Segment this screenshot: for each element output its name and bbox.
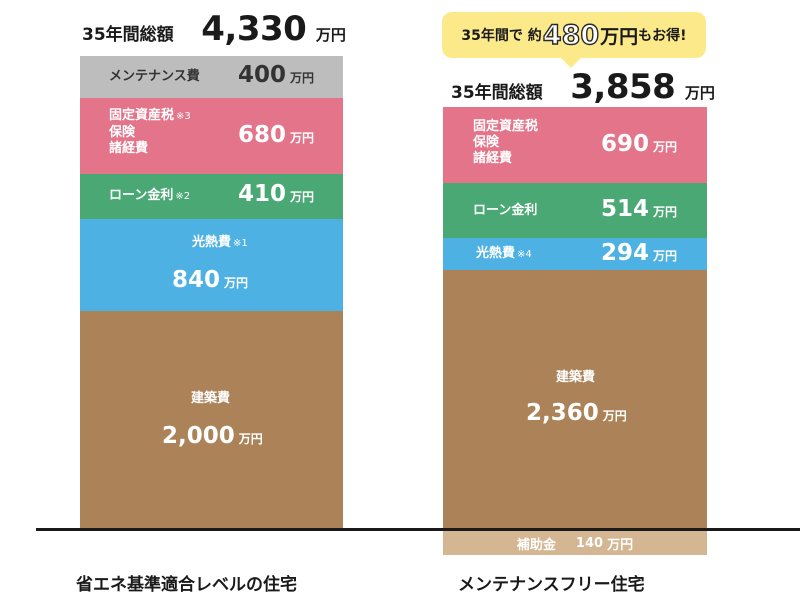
segment-label: 建築費 bbox=[556, 370, 596, 385]
category-label-left: 省エネ基準適合レベルの住宅 bbox=[76, 575, 297, 595]
segment-value: 400 万円 bbox=[238, 62, 315, 88]
segment-label: 固定資産税 ※3 保険 諸経費 bbox=[109, 108, 191, 156]
segment-label: 建築費 bbox=[191, 391, 231, 406]
total-value-right: 3,858 bbox=[570, 67, 676, 107]
bar-segment: ローン金利 514 万円 bbox=[443, 183, 707, 238]
total-label-left: 35年間総額 bbox=[82, 25, 174, 45]
total-unit-left: 万円 bbox=[315, 26, 346, 44]
bar-segment: 建築費 2,000 万円 bbox=[80, 311, 343, 528]
segment-label: メンテナンス費 bbox=[109, 69, 200, 84]
callout-unit: 万円 bbox=[600, 25, 639, 48]
total-right: 35年間総額 3,858 万円 bbox=[451, 67, 715, 107]
savings-callout: 35年間で 約 480 万円 もお得! bbox=[442, 12, 706, 68]
bar-segment: 光熱費 ※4 294 万円 bbox=[443, 238, 707, 270]
segment-value: 2,000 万円 bbox=[162, 423, 263, 449]
bar-segment: 固定資産税 ※3 保険 諸経費 680 万円 bbox=[80, 98, 343, 174]
bar-segment: メンテナンス費 400 万円 bbox=[80, 56, 343, 98]
segment-value: 690 万円 bbox=[601, 131, 678, 157]
segment-value: 410 万円 bbox=[238, 181, 315, 207]
total-unit-right: 万円 bbox=[684, 84, 715, 102]
category-label-right: メンテナンスフリー住宅 bbox=[458, 575, 645, 595]
subsidy-unit: 万円 bbox=[607, 537, 634, 553]
segment-label: 光熱費 ※1 bbox=[192, 235, 248, 250]
chart-baseline bbox=[36, 528, 800, 531]
subsidy-label: 補助金 bbox=[516, 537, 556, 553]
total-label-right: 35年間総額 bbox=[451, 83, 543, 103]
bar-segment: ローン金利 ※2 410 万円 bbox=[80, 174, 343, 219]
segment-value: 294 万円 bbox=[601, 240, 678, 266]
bar-segment: 建築費 2,360 万円 bbox=[443, 270, 707, 528]
segment-value: 514 万円 bbox=[601, 196, 678, 222]
segment-label: 固定資産税 保険 諸経費 bbox=[473, 119, 539, 166]
total-value-left: 4,330 bbox=[201, 9, 307, 49]
callout-prefix: 35年間で 約 bbox=[461, 28, 542, 44]
segment-label: ローン金利 bbox=[473, 203, 538, 218]
bar-segment: 光熱費 ※1 840 万円 bbox=[80, 219, 343, 311]
total-left: 35年間総額 4,330 万円 bbox=[82, 9, 346, 49]
subsidy-bar: 補助金 140 万円 bbox=[443, 531, 707, 555]
callout-suffix: もお得! bbox=[638, 28, 687, 44]
segment-value: 2,360 万円 bbox=[526, 400, 627, 426]
segment-value: 840 万円 bbox=[172, 267, 249, 293]
segment-label: 光熱費 ※4 bbox=[476, 246, 532, 261]
subsidy-value: 140 bbox=[575, 535, 604, 551]
segment-value: 680 万円 bbox=[238, 122, 315, 148]
bar-segment: 固定資産税 保険 諸経費 690 万円 bbox=[443, 107, 707, 183]
segment-label: ローン金利 ※2 bbox=[109, 188, 191, 203]
callout-number: 480 bbox=[542, 19, 600, 51]
